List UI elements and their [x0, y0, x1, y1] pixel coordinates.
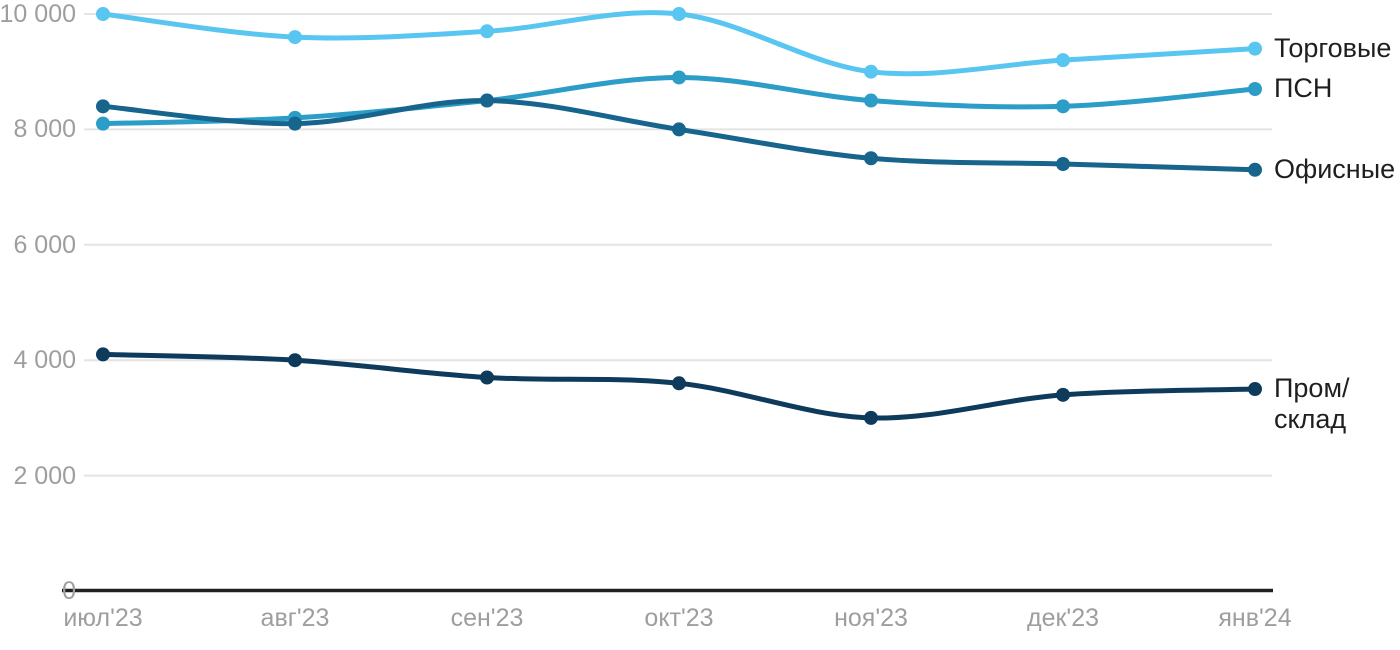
series-label-torgovye: Торговые: [1274, 32, 1392, 63]
data-point-ofisnye-5: [1056, 157, 1070, 172]
data-point-psn-5: [1056, 99, 1070, 114]
data-point-ofisnye-4: [864, 151, 878, 166]
y-tick-label-6000: 6 000: [13, 230, 76, 259]
y-tick-label-8000: 8 000: [13, 115, 76, 144]
y-tick-label-4000: 4 000: [13, 346, 76, 375]
data-point-ofisnye-3: [672, 122, 686, 137]
data-point-psn-6: [1248, 82, 1262, 97]
data-point-ofisnye-0: [96, 99, 110, 114]
data-point-torgovye-1: [288, 30, 302, 45]
series-label-prom-sklad: Пром/ склад: [1274, 373, 1350, 435]
x-tick-label-sep23: сен'23: [450, 604, 524, 632]
data-point-prom-sklad-2: [480, 370, 494, 385]
y-tick-label-10000: 10 000: [0, 0, 76, 28]
series-label-psn: ПСН: [1274, 73, 1333, 103]
data-point-prom-sklad-1: [288, 353, 302, 368]
x-tick-label-jan24: янв'24: [1218, 604, 1292, 632]
data-point-prom-sklad-4: [864, 410, 878, 425]
x-tick-label-oct23: окт'23: [644, 604, 714, 632]
data-point-ofisnye-2: [480, 93, 494, 108]
data-point-prom-sklad-5: [1056, 387, 1070, 402]
data-point-torgovye-2: [480, 24, 494, 39]
y-tick-label-0: 0: [62, 577, 76, 605]
data-point-torgovye-3: [672, 7, 686, 21]
x-tick-label-aug23: авг'23: [260, 604, 330, 632]
x-tick-label-dec23: дек'23: [1026, 604, 1100, 632]
x-tick-label-jul23: июл'23: [63, 604, 143, 632]
data-point-torgovye-6: [1248, 41, 1262, 56]
data-point-prom-sklad-6: [1248, 382, 1262, 397]
data-point-ofisnye-1: [288, 116, 302, 131]
data-point-psn-4: [864, 93, 878, 108]
data-point-ofisnye-6: [1248, 162, 1262, 177]
x-tick-label-nov23: ноя'23: [834, 604, 908, 632]
y-tick-label-2000: 2 000: [13, 461, 76, 490]
data-point-torgovye-4: [864, 64, 878, 79]
data-point-psn-0: [96, 116, 110, 131]
data-point-psn-3: [672, 70, 686, 85]
data-point-torgovye-0: [96, 7, 110, 21]
data-point-prom-sklad-0: [96, 347, 110, 362]
data-point-torgovye-5: [1056, 53, 1070, 68]
series-line-torgovye: [100, 10, 1258, 77]
data-point-prom-sklad-3: [672, 376, 686, 391]
series-label-ofisnye: Офисные: [1274, 153, 1396, 184]
